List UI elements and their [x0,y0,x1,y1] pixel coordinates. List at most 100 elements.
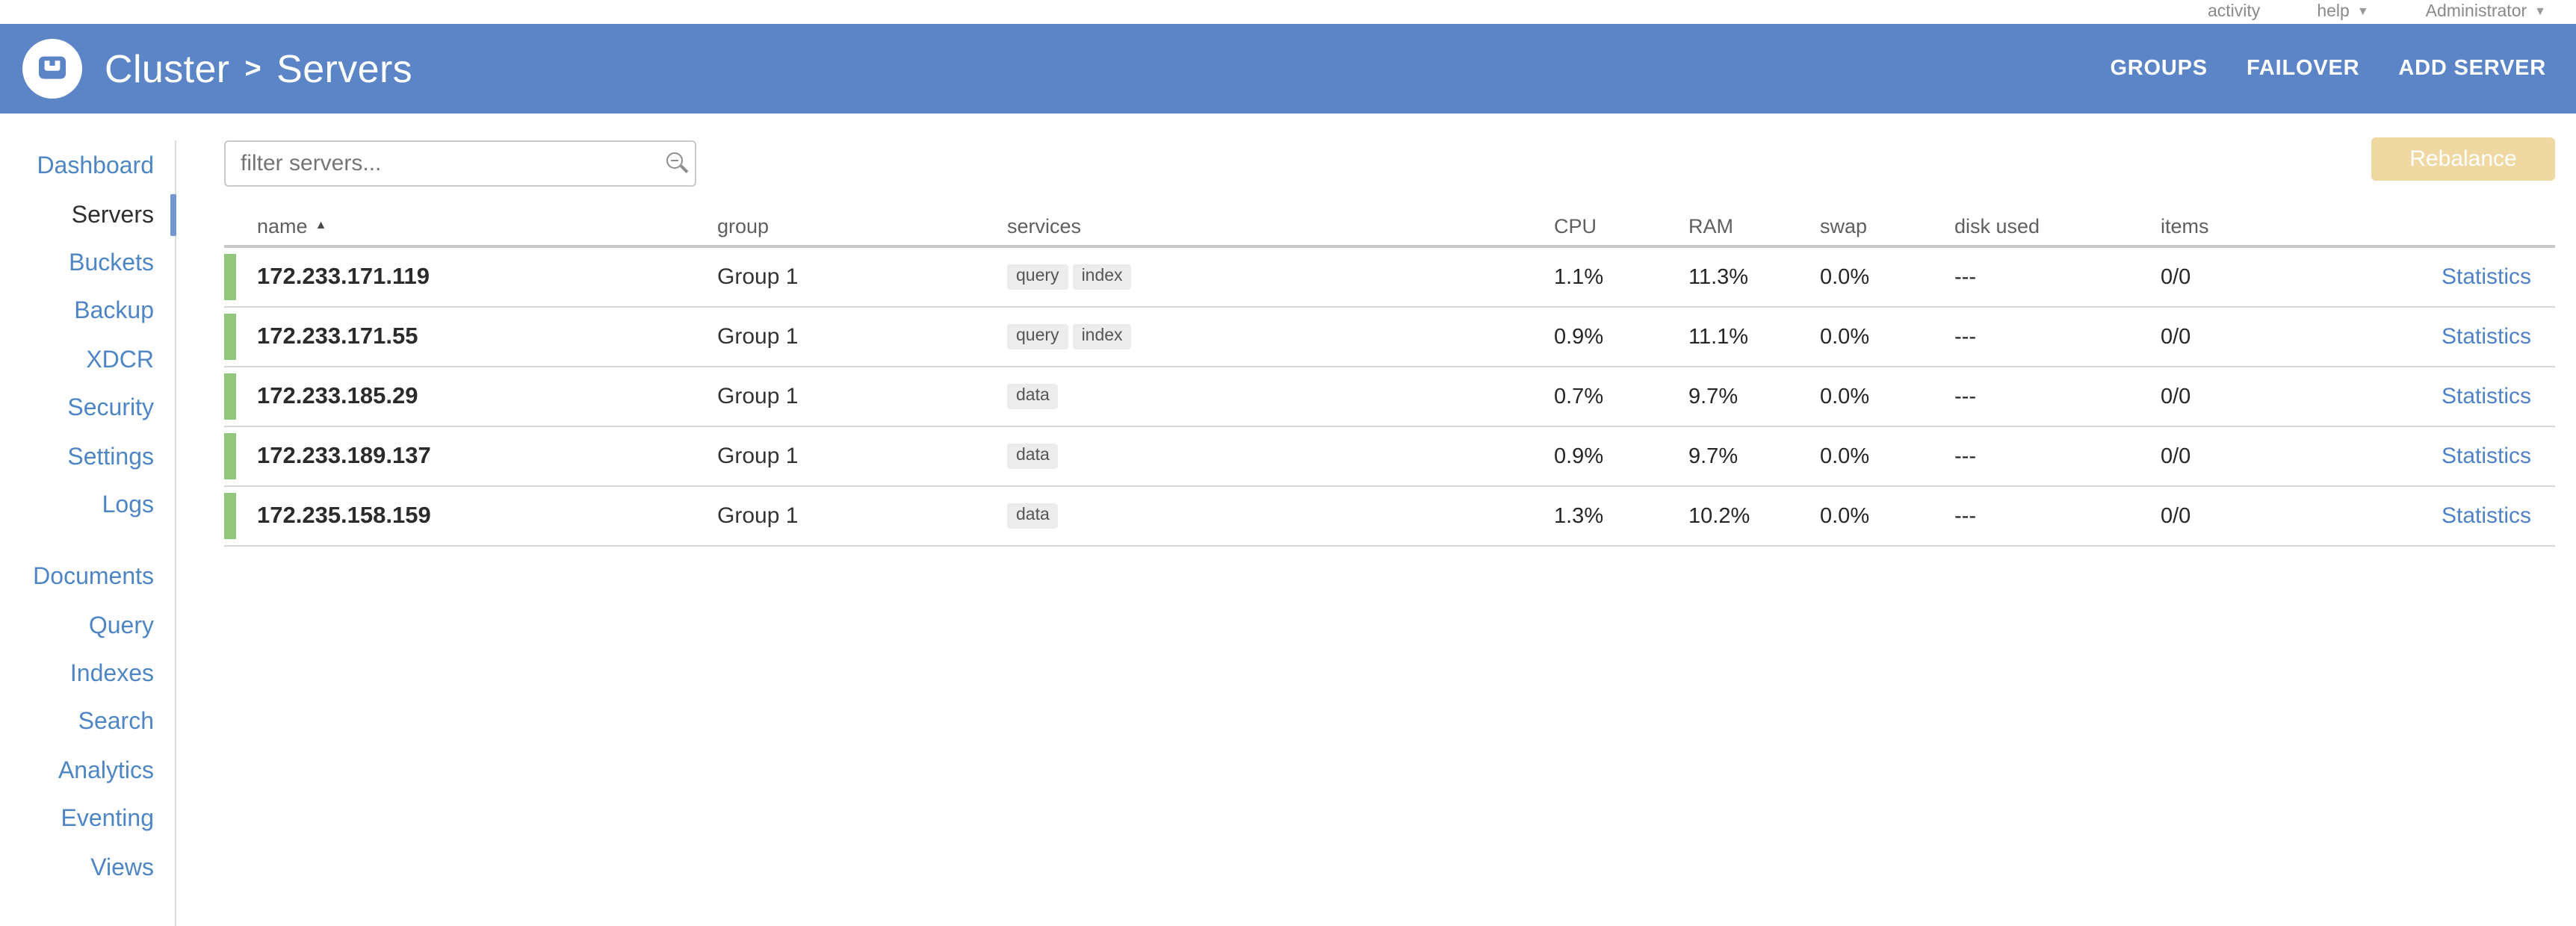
server-cpu: 0.9% [1554,325,1604,349]
service-badge: query [1007,264,1068,290]
service-badge: data [1007,384,1059,409]
sidebar-item-indexes[interactable]: Indexes [0,651,175,700]
column-header-services[interactable]: services [1007,214,1082,237]
server-disk-used: --- [1954,325,1976,349]
user-label: Administrator [2425,3,2527,21]
breadcrumb-servers: Servers [276,46,413,90]
server-cpu: 0.7% [1554,385,1604,408]
server-name: 172.233.171.55 [257,323,418,349]
server-ram: 11.1% [1688,325,1749,349]
sidebar-group-workbench: Documents Query Indexes Search Analytics… [0,554,175,892]
sidebar-item-dashboard[interactable]: Dashboard [0,143,175,192]
server-group: Group 1 [717,384,799,409]
server-services: query index [1007,248,1132,306]
sidebar-item-label: XDCR [86,347,154,373]
sidebar-item-buckets[interactable]: Buckets [0,240,175,289]
service-badge: index [1072,324,1132,349]
sidebar-item-xdcr[interactable]: XDCR [0,337,175,385]
sidebar-item-query[interactable]: Query [0,603,175,651]
server-services: data [1007,487,1059,545]
main-content: Rebalance name ▲ group services CPU RAM … [176,114,2576,926]
server-ram: 10.2% [1688,504,1750,528]
server-items: 0/0 [2161,385,2191,408]
groups-button[interactable]: GROUPS [2110,57,2208,81]
sidebar-item-eventing[interactable]: Eventing [0,796,175,845]
table-row[interactable]: 172.233.171.119 Group 1 query index 1.1%… [224,248,2555,308]
activity-label: activity [2208,3,2261,21]
statistics-link[interactable]: Statistics [2441,324,2531,349]
column-header-name[interactable]: name ▲ [257,206,326,245]
server-services: data [1007,367,1059,426]
server-disk-used: --- [1954,385,1976,408]
server-group: Group 1 [717,444,799,469]
sidebar-item-label: Documents [33,565,154,591]
server-name: 172.235.158.159 [257,503,431,528]
server-services: data [1007,427,1059,485]
server-group: Group 1 [717,264,799,290]
header-actions: GROUPS FAILOVER ADD SERVER [2110,57,2546,81]
sidebar-nav: Dashboard Servers Buckets Backup XDCR Se… [0,140,176,926]
column-header-items[interactable]: items [2161,214,2209,237]
server-swap: 0.0% [1820,265,1870,289]
sidebar-group-cluster: Dashboard Servers Buckets Backup XDCR Se… [0,143,176,530]
server-ram: 9.7% [1688,444,1739,468]
sidebar-item-label: Dashboard [37,154,154,180]
sidebar-item-label: Indexes [69,662,154,688]
help-menu[interactable]: help ▼ [2317,3,2368,21]
app-header: Cluster > Servers GROUPS FAILOVER ADD SE… [0,24,2576,114]
statistics-link[interactable]: Statistics [2441,384,2531,409]
server-cpu: 0.9% [1554,444,1604,468]
column-header-ram[interactable]: RAM [1688,214,1733,237]
statistics-link[interactable]: Statistics [2441,264,2531,290]
sidebar-item-logs[interactable]: Logs [0,482,175,530]
help-label: help [2317,3,2350,21]
service-badge: data [1007,444,1059,469]
add-server-button[interactable]: ADD SERVER [2398,57,2546,81]
server-name: 172.233.189.137 [257,443,431,468]
server-ram: 9.7% [1688,385,1739,408]
chevron-down-icon: ▼ [2356,4,2369,18]
server-ram: 11.3% [1688,265,1749,289]
service-badge: query [1007,324,1068,349]
table-row[interactable]: 172.233.171.55 Group 1 query index 0.9% … [224,308,2555,367]
user-menu[interactable]: Administrator ▼ [2426,3,2546,21]
sidebar-item-label: Buckets [69,250,154,276]
server-group: Group 1 [717,503,799,529]
server-swap: 0.0% [1820,504,1870,528]
sidebar-item-label: Views [90,855,154,881]
column-header-group[interactable]: group [717,214,770,237]
statistics-link[interactable]: Statistics [2441,444,2531,469]
sidebar-item-analytics[interactable]: Analytics [0,748,175,796]
server-swap: 0.0% [1820,385,1870,408]
statistics-link[interactable]: Statistics [2441,503,2531,529]
search-icon [666,152,683,169]
column-header-disk-used[interactable]: disk used [1954,214,2040,237]
table-row[interactable]: 172.235.158.159 Group 1 data 1.3% 10.2% … [224,487,2555,547]
rebalance-button[interactable]: Rebalance [2371,137,2555,181]
sidebar-item-search[interactable]: Search [0,700,175,748]
column-header-cpu[interactable]: CPU [1554,214,1597,237]
table-row[interactable]: 172.233.185.29 Group 1 data 0.7% 9.7% 0.… [224,367,2555,427]
server-services: query index [1007,308,1132,366]
top-utility-bar: activity help ▼ Administrator ▼ [0,0,2576,24]
activity-link[interactable]: activity [2208,3,2260,21]
sidebar-item-documents[interactable]: Documents [0,554,175,603]
filter-field-wrap [224,140,696,187]
breadcrumb-separator-icon: > [244,54,262,85]
table-row[interactable]: 172.233.189.137 Group 1 data 0.9% 9.7% 0… [224,427,2555,487]
health-status-bar [224,314,236,360]
sidebar-item-backup[interactable]: Backup [0,288,175,337]
sidebar-item-label: Eventing [61,807,154,833]
column-header-swap[interactable]: swap [1820,214,1868,237]
filter-servers-input[interactable] [224,140,696,187]
sidebar-item-label: Query [88,613,154,639]
sidebar-item-settings[interactable]: Settings [0,434,175,482]
column-header-label: name [257,214,308,237]
sidebar-item-views[interactable]: Views [0,845,175,893]
failover-button[interactable]: FAILOVER [2246,57,2360,81]
server-name: 172.233.171.119 [257,264,430,289]
sidebar-item-servers[interactable]: Servers [0,192,176,240]
sidebar-item-security[interactable]: Security [0,385,175,434]
server-cpu: 1.1% [1554,265,1604,289]
